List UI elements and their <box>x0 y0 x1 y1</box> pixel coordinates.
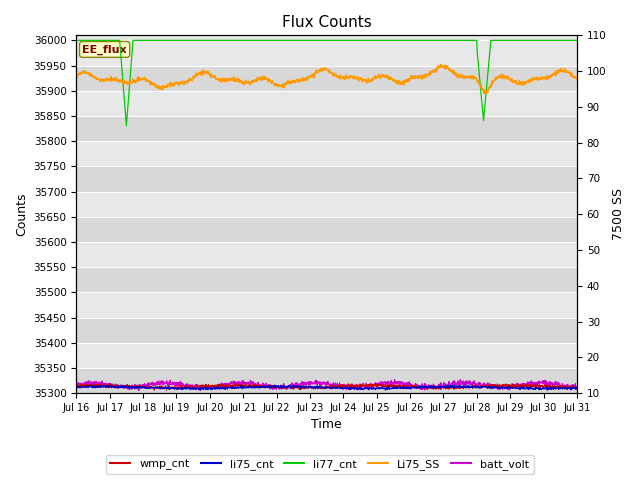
Bar <box>76 242 577 267</box>
Bar <box>76 66 577 91</box>
Bar <box>76 292 577 318</box>
Bar <box>76 167 577 192</box>
Legend: wmp_cnt, li75_cnt, li77_cnt, Li75_SS, batt_volt: wmp_cnt, li75_cnt, li77_cnt, Li75_SS, ba… <box>106 455 534 474</box>
Bar <box>76 141 577 167</box>
Bar <box>76 91 577 116</box>
Bar <box>76 343 577 368</box>
Bar <box>76 368 577 393</box>
Bar <box>76 40 577 66</box>
X-axis label: Time: Time <box>311 419 342 432</box>
Bar <box>76 192 577 217</box>
Y-axis label: 7500 SS: 7500 SS <box>612 188 625 240</box>
Bar <box>76 217 577 242</box>
Bar <box>76 318 577 343</box>
Bar <box>76 267 577 292</box>
Title: Flux Counts: Flux Counts <box>282 15 371 30</box>
Bar <box>76 116 577 141</box>
Text: EE_flux: EE_flux <box>83 44 127 55</box>
Y-axis label: Counts: Counts <box>15 192 28 236</box>
